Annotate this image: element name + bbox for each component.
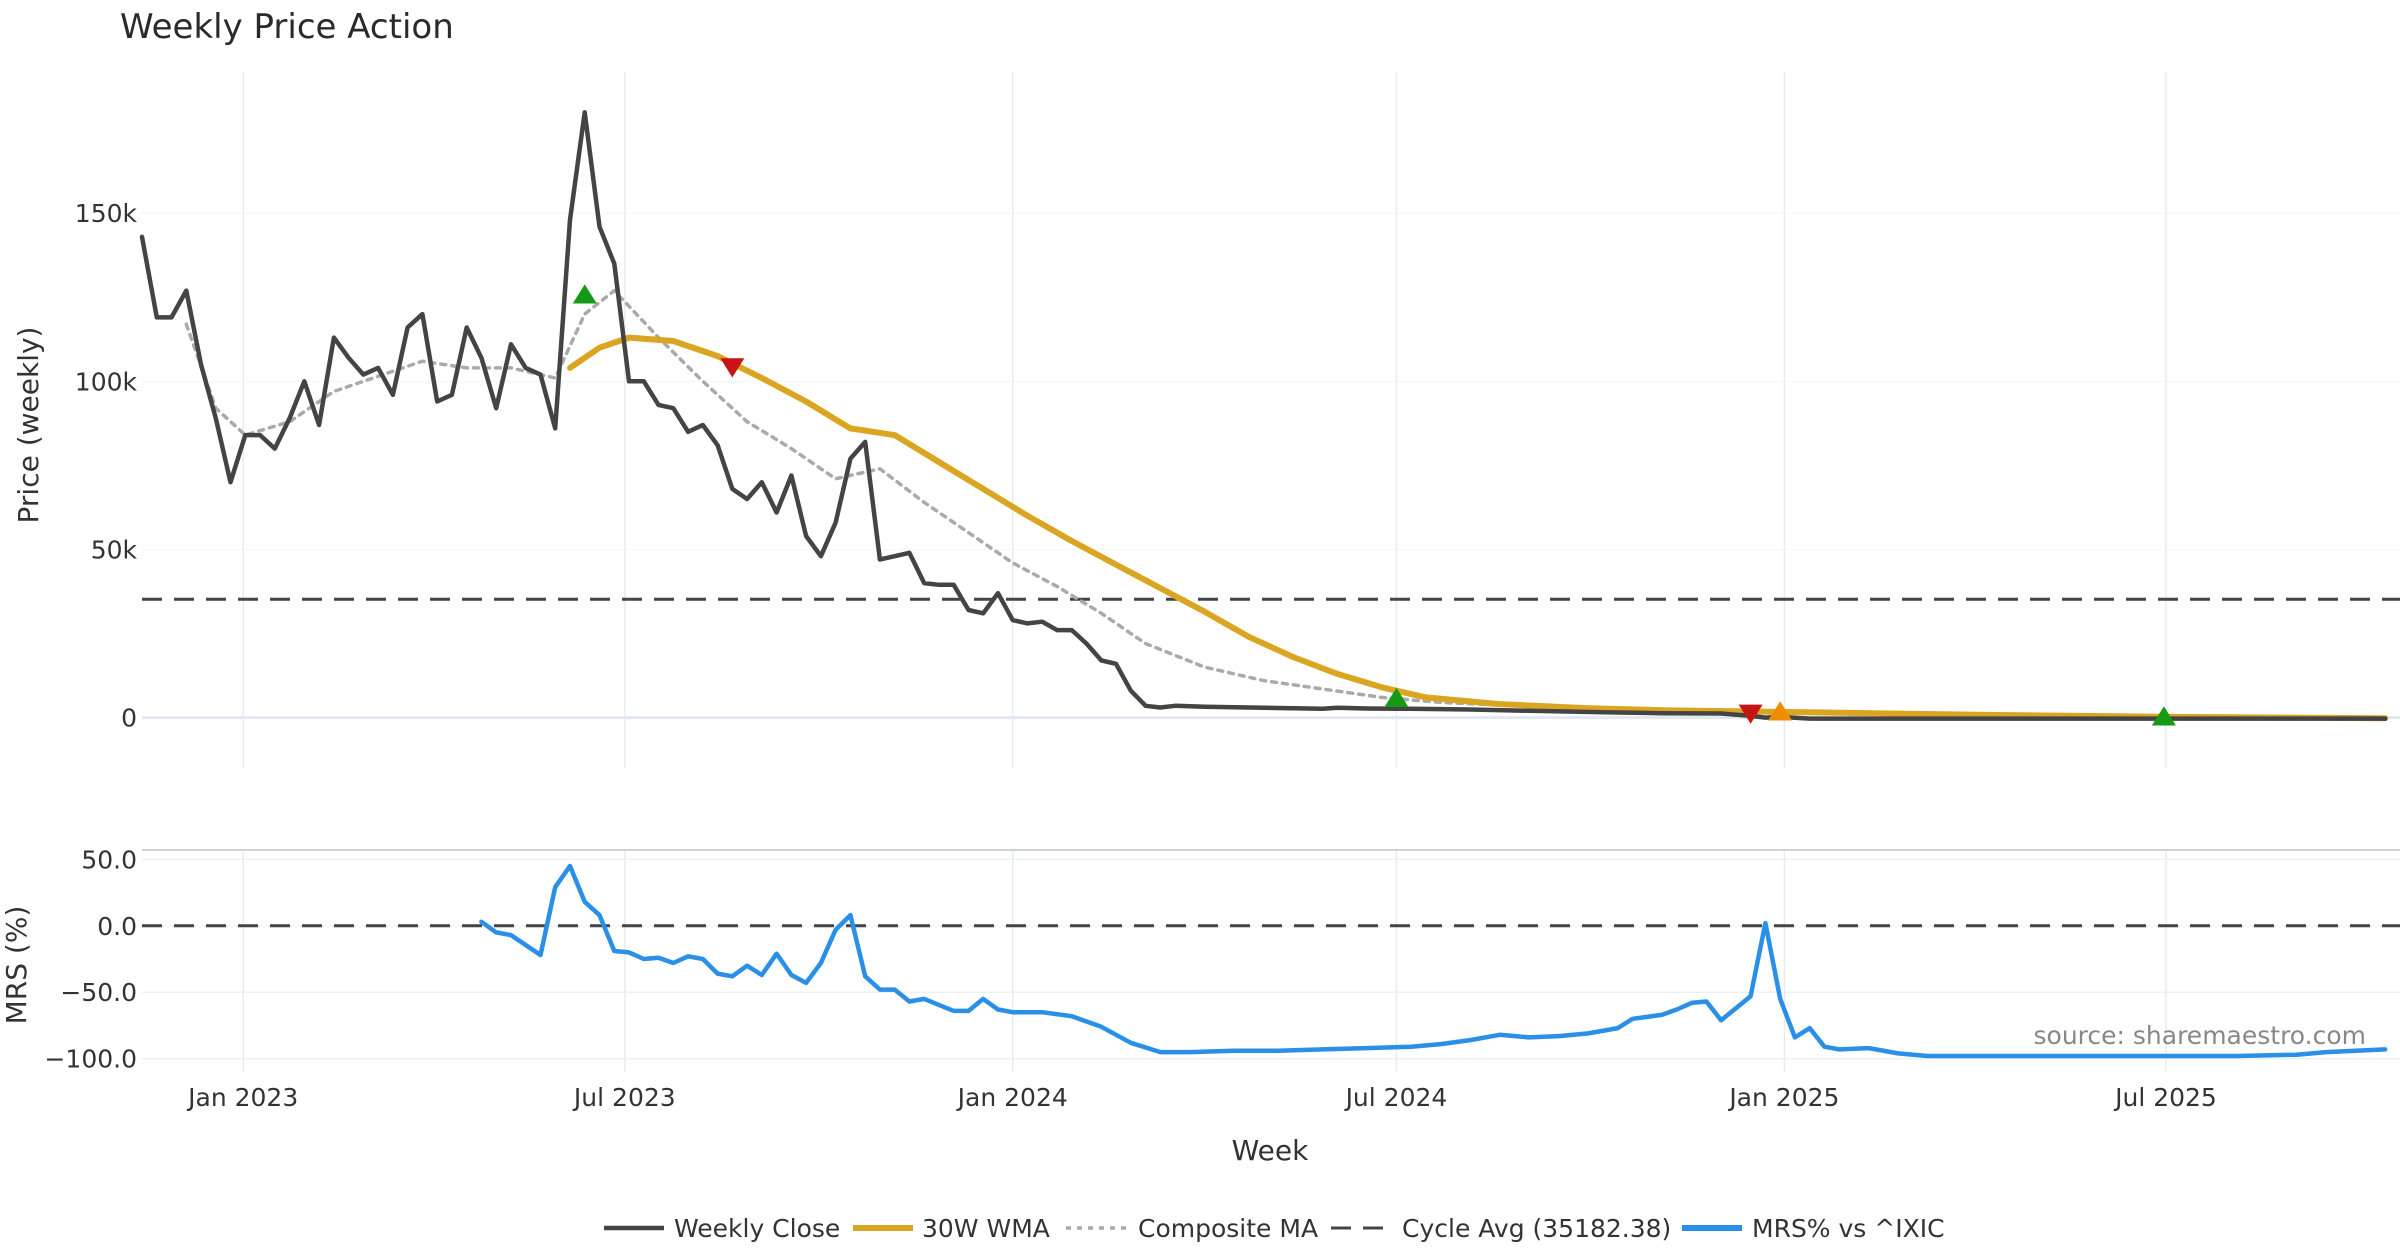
signal-markers [572, 284, 2176, 726]
source-note: source: sharemaestro.com [2034, 1021, 2367, 1050]
price-y-axis-label: Price (weekly) [12, 327, 45, 524]
x-tick-label: Jan 2025 [1727, 1083, 1839, 1112]
price-y-tick-label: 0 [121, 704, 137, 733]
mrs-y-tick-label: −100.0 [44, 1045, 137, 1074]
signal-marker-sell [720, 358, 745, 378]
series-line-weekly-close [139, 110, 2388, 721]
x-tick-label: Jul 2023 [572, 1083, 676, 1112]
legend-label: Cycle Avg (35182.38) [1402, 1214, 1671, 1243]
signal-marker-buy [1384, 687, 1409, 707]
chart-title: Weekly Price Action [120, 7, 454, 47]
mrs-y-axis-label: MRS (%) [0, 906, 33, 1025]
x-tick-label: Jul 2025 [2113, 1083, 2217, 1112]
price-y-tick-label: 150k [75, 199, 138, 228]
signal-marker-buy [2151, 706, 2176, 726]
price-y-tick-label: 100k [75, 367, 138, 396]
x-tick-label: Jan 2024 [956, 1083, 1068, 1112]
price-grid [142, 72, 2400, 768]
price-y-tick-label: 50k [91, 535, 138, 564]
mrs-y-tick-label: 50.0 [81, 845, 137, 874]
x-axis-label: Week [1232, 1134, 1309, 1167]
mrs-y-tick-label: −50.0 [60, 978, 137, 1007]
series-line-mrs-vs-ixic [479, 863, 2388, 1059]
mrs-series [142, 863, 2400, 1059]
signal-marker-buy [572, 284, 597, 304]
legend: Weekly Close 30W WMA Composite MA Cycle Avg… [604, 1214, 1945, 1243]
mrs-grid [142, 849, 2400, 1072]
legend-label: Composite MA [1138, 1214, 1318, 1243]
signal-marker-warn [1768, 701, 1793, 721]
legend-label: Weekly Close [674, 1214, 840, 1243]
x-tick-label: Jul 2024 [1344, 1083, 1448, 1112]
x-tick-label: Jan 2023 [186, 1083, 298, 1112]
signal-marker-sell [1738, 704, 1763, 724]
mrs-y-tick-label: 0.0 [97, 912, 137, 941]
series-line-30w-wma [567, 334, 2389, 722]
axes-labels: Jan 2023 Jul 2023 Jan 2024 Jul 2024 Jan 2025… [44, 199, 2216, 1112]
legend-label: 30W WMA [922, 1214, 1050, 1243]
legend-label: MRS% vs ^IXIC [1752, 1214, 1945, 1243]
price-series [139, 110, 2400, 722]
